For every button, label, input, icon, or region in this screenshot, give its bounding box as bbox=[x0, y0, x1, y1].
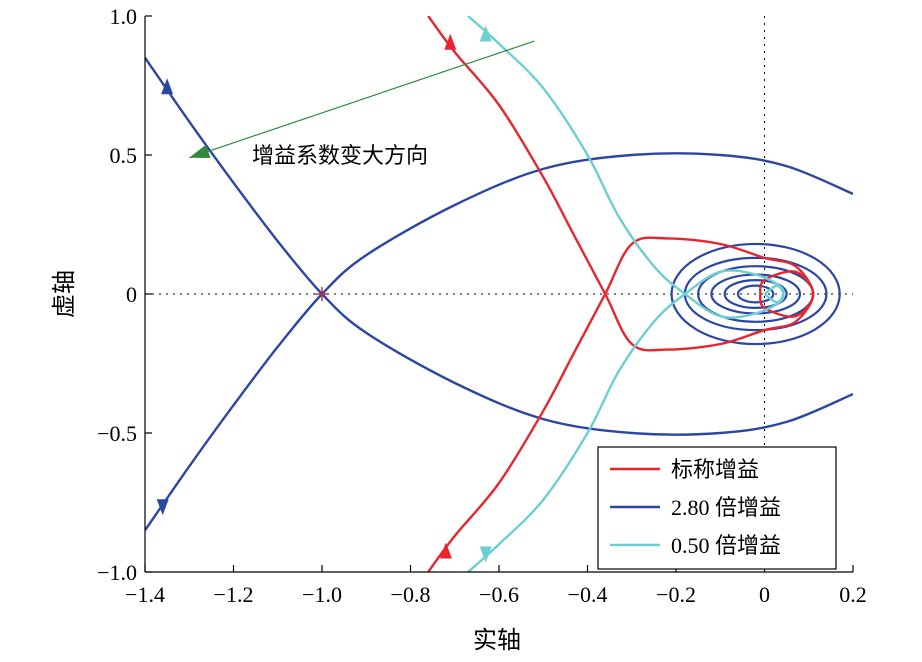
x-tick-label-5: −0.4 bbox=[568, 582, 608, 607]
loop-0 bbox=[670, 242, 841, 346]
y-tick-label-4: 1.0 bbox=[110, 4, 138, 29]
x-tick-label-7: 0 bbox=[759, 582, 770, 607]
x-tick-label-8: 0.2 bbox=[839, 582, 867, 607]
annotation-text: 增益系数变大方向 bbox=[252, 144, 428, 169]
loop-4 bbox=[723, 279, 788, 310]
axes: −1.4 −1.2 −1.0 −0.8 −0.6 −0.4 −0.2 0 0.2 −1.0 −0.5… bbox=[97, 4, 867, 607]
y-tick-label-2: 0 bbox=[126, 282, 137, 307]
y-tick-label-0: −1.0 bbox=[97, 560, 137, 585]
legend: 标称增益 2.80 倍增益 0.50 倍增益 bbox=[597, 446, 837, 570]
direction-arrow-0 bbox=[444, 33, 457, 50]
direction-arrow-1 bbox=[439, 542, 452, 559]
annotation: 增益系数变大方向 bbox=[189, 40, 535, 169]
legend-label-0: 标称增益 bbox=[671, 457, 759, 482]
annotation-arrow-line bbox=[189, 40, 535, 159]
y-tick-label-3: 0.5 bbox=[110, 143, 138, 168]
series-1-branch-b bbox=[145, 152, 853, 531]
x-tick-label-1: −1.2 bbox=[214, 582, 254, 607]
plot-area bbox=[145, 16, 853, 572]
y-tick-label-1: −0.5 bbox=[97, 421, 137, 446]
x-tick-label-2: −1.0 bbox=[302, 582, 342, 607]
x-tick-label-4: −0.6 bbox=[479, 582, 519, 607]
legend-label-2: 0.50 倍增益 bbox=[671, 533, 781, 558]
direction-arrow-3 bbox=[156, 499, 169, 516]
legend-label-1: 2.80 倍增益 bbox=[671, 495, 781, 520]
series-0-branch-upper bbox=[427, 16, 815, 352]
direction-arrow-4 bbox=[479, 25, 492, 42]
series-1-branch-a bbox=[145, 57, 853, 436]
x-tick-label-0: −1.4 bbox=[125, 582, 165, 607]
annotation-arrow-head bbox=[189, 144, 211, 159]
x-tick-label-6: −0.2 bbox=[656, 582, 696, 607]
x-tick-label-3: −0.8 bbox=[391, 582, 431, 607]
series-2-branch-lower bbox=[467, 269, 785, 572]
y-axis-title: 虚轴 bbox=[50, 270, 78, 318]
loop-5 bbox=[736, 284, 775, 304]
direction-arrow-5 bbox=[479, 546, 492, 563]
x-axis-title: 实轴 bbox=[473, 626, 521, 654]
series-2-branch-upper bbox=[467, 16, 785, 319]
series-0-branch-lower bbox=[427, 236, 815, 572]
direction-arrow-2 bbox=[161, 78, 174, 95]
